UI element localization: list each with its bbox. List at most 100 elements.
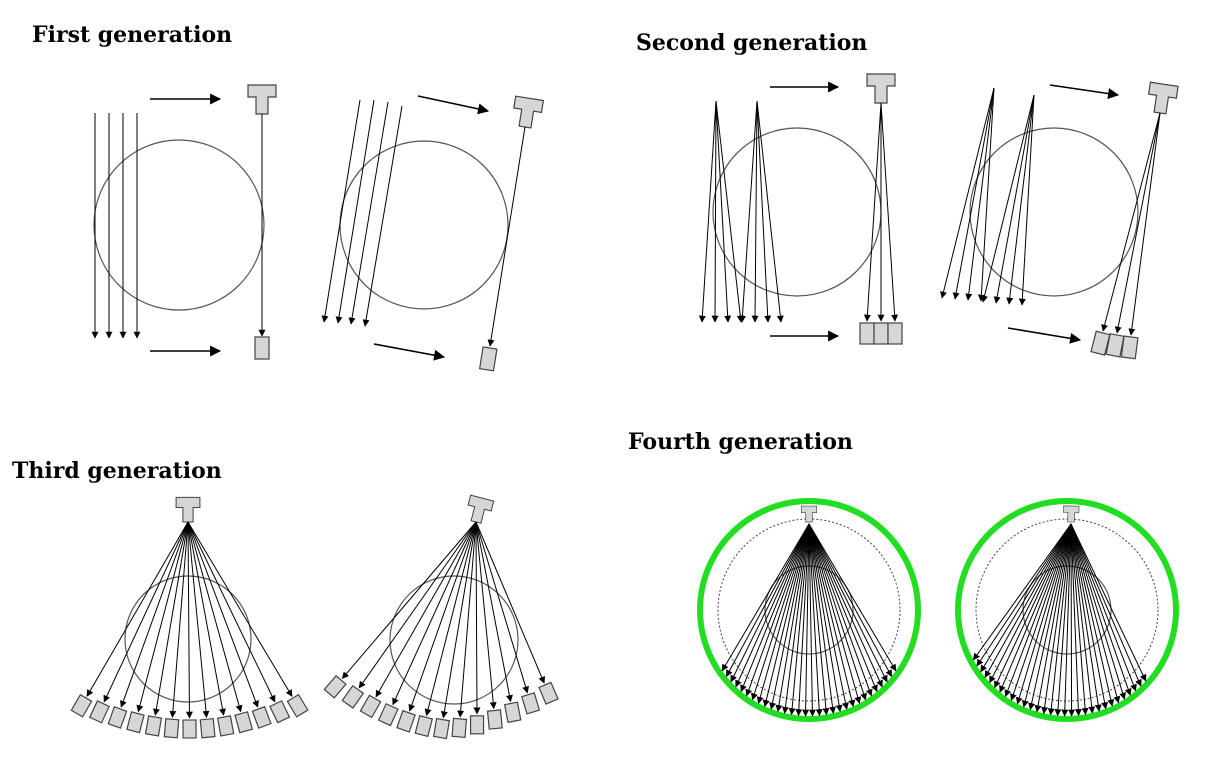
- fan-ray: [136, 521, 189, 713]
- fan-ray: [187, 521, 226, 716]
- fan-ray: [808, 523, 843, 713]
- fan-ray: [745, 523, 810, 697]
- fan-ray: [808, 523, 849, 710]
- title-third-generation: Third generation: [12, 458, 222, 484]
- xray-source-body: [1063, 505, 1080, 523]
- fan-ray: [980, 523, 1072, 673]
- detector-element: [88, 700, 110, 724]
- xray-source-body: [800, 505, 818, 523]
- fan-ray: [1114, 112, 1161, 334]
- fan-ray: [808, 523, 862, 704]
- fan-ray: [808, 523, 830, 716]
- fan-ray: [769, 523, 810, 710]
- fan-ray: [1070, 523, 1137, 692]
- detector-cell: [254, 336, 270, 360]
- fan-ray: [1028, 523, 1072, 711]
- fan-ray: [756, 100, 784, 323]
- fan-ray: [989, 523, 1072, 684]
- fan-ray: [740, 523, 810, 693]
- fan-ray: [1018, 94, 1035, 306]
- fan-ray: [972, 523, 1072, 661]
- fan-ray: [730, 523, 810, 683]
- fan-ray: [808, 523, 867, 701]
- detector-cell: [216, 715, 235, 737]
- detector-element: [396, 709, 416, 733]
- fan-ray: [185, 521, 193, 719]
- fan-ray: [984, 523, 1072, 678]
- fan-ray: [1068, 523, 1076, 717]
- fan-ray: [994, 523, 1072, 689]
- fan-ray: [781, 523, 810, 714]
- fan-ray: [808, 523, 816, 717]
- detector-cell: [377, 702, 399, 727]
- fan-ray: [187, 521, 210, 718]
- detector-cell: [199, 717, 216, 739]
- fan-ray: [1070, 523, 1132, 696]
- detector-cell: [286, 693, 309, 718]
- patient-circle: [93, 139, 265, 311]
- fan-ray: [86, 521, 189, 697]
- detector-element: [182, 719, 197, 739]
- detector-element: [521, 692, 541, 715]
- fan-ray: [1101, 112, 1161, 332]
- fan-ray: [880, 102, 899, 322]
- fan-ray: [952, 87, 995, 300]
- fan-ray: [711, 100, 719, 323]
- detector-element: [216, 715, 235, 737]
- fan-ray: [965, 87, 995, 301]
- fan-ray: [756, 523, 810, 704]
- detector-cell: [1090, 330, 1111, 356]
- detector-element: [873, 322, 889, 345]
- detector-cell: [70, 693, 93, 718]
- detector-element: [538, 681, 559, 705]
- fan-ray: [762, 523, 810, 708]
- detector-cell: [1120, 335, 1139, 360]
- fan-ray: [1047, 523, 1072, 716]
- xray-source-body: [247, 84, 277, 115]
- translation-arrow: [417, 95, 490, 115]
- detector-element: [144, 715, 163, 737]
- fan-ray: [808, 523, 823, 717]
- title-fourth-generation: Fourth generation: [628, 429, 853, 455]
- fan-ray: [999, 523, 1072, 693]
- detector-element: [286, 693, 309, 718]
- detector-element: [478, 346, 498, 372]
- fan-ray: [976, 523, 1072, 667]
- fan-ray: [1070, 523, 1115, 707]
- detector-cell: [88, 700, 110, 724]
- detector-cell: [432, 717, 451, 740]
- fan-ray: [977, 87, 995, 302]
- fan-ray: [375, 521, 477, 698]
- fan-ray: [940, 87, 995, 299]
- fan-ray: [738, 100, 758, 323]
- detector-cell: [538, 681, 559, 705]
- fan-ray: [715, 100, 744, 323]
- patient-circle: [969, 127, 1139, 297]
- fourth-generation-panel: [697, 498, 1179, 722]
- fan-ray: [1041, 523, 1072, 715]
- fan-ray: [1070, 523, 1126, 700]
- first-generation-panel: [91, 84, 545, 372]
- xray-source-body: [175, 496, 201, 523]
- detector-cell: [251, 705, 272, 729]
- detector-cell: [873, 322, 889, 345]
- fan-ray: [475, 521, 497, 710]
- fan-ray: [1070, 523, 1142, 687]
- fan-ray: [993, 94, 1035, 304]
- detector-element: [254, 336, 270, 360]
- fan-ray: [187, 521, 293, 697]
- fan-ray: [1070, 523, 1082, 717]
- xray-source: [513, 95, 545, 129]
- detector-cell: [414, 715, 434, 738]
- fan-ray: [424, 521, 477, 717]
- fan-ray: [475, 521, 545, 684]
- pencil-beam: [487, 126, 526, 347]
- detector-cell: [1105, 332, 1125, 358]
- patient-circle: [764, 565, 854, 655]
- translation-arrow: [1049, 84, 1120, 100]
- detector-element: [414, 715, 434, 738]
- title-first-generation: First generation: [32, 22, 232, 48]
- fan-ray: [1061, 523, 1072, 717]
- xray-source-body: [866, 73, 896, 104]
